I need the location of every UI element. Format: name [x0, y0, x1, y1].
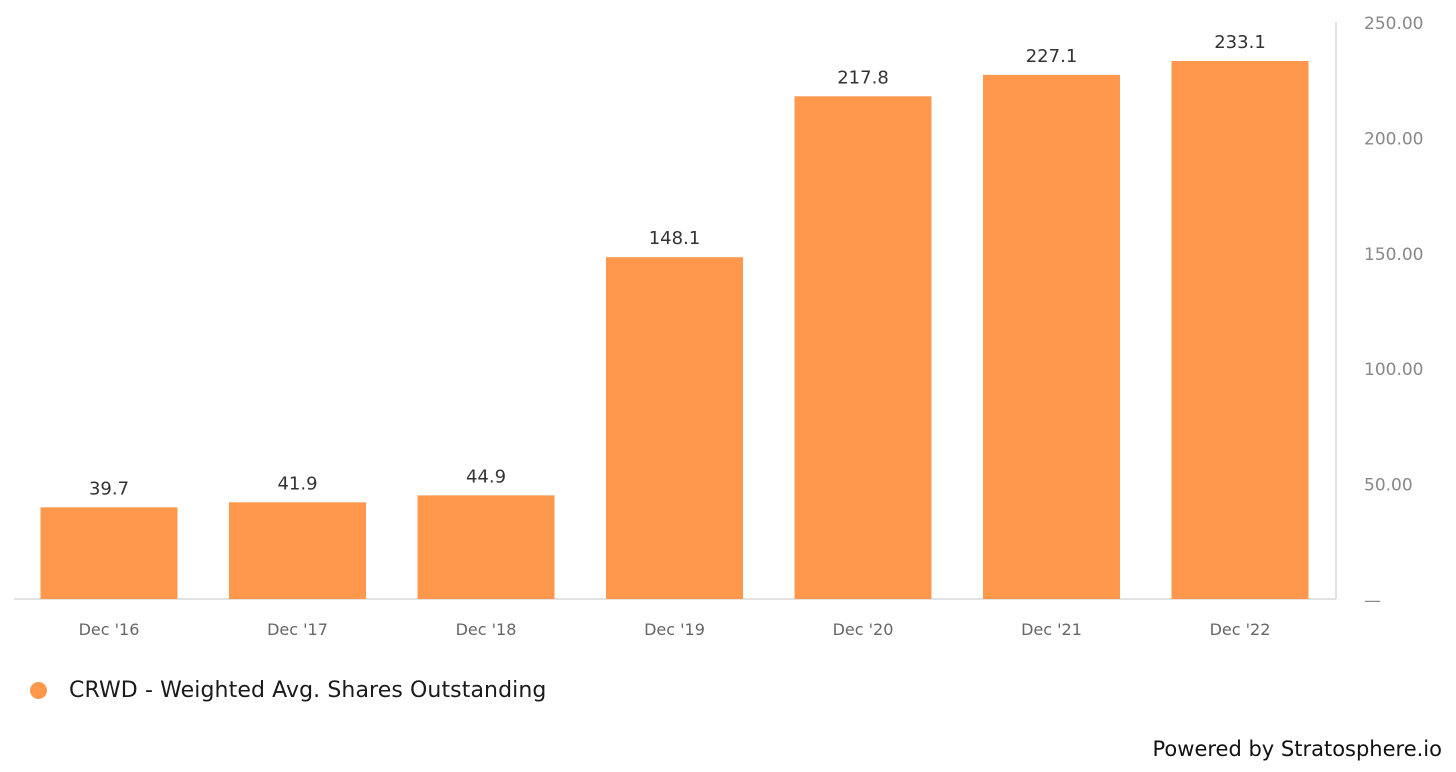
data-label: 148.1 [649, 228, 701, 249]
chart-legend: CRWD - Weighted Avg. Shares Outstanding [30, 678, 546, 703]
data-label: 217.8 [837, 67, 889, 88]
data-label: 41.9 [277, 473, 317, 494]
bar [794, 96, 932, 599]
bar [229, 502, 366, 599]
y-tick-label: 250.00 [1364, 14, 1423, 34]
x-tick-label: Dec '21 [1021, 620, 1082, 639]
data-label: 44.9 [466, 466, 506, 487]
x-tick-label: Dec '22 [1210, 620, 1271, 639]
legend-marker [30, 682, 47, 699]
data-label: 39.7 [89, 478, 129, 499]
y-tick-label: 100.00 [1364, 360, 1423, 380]
bar [417, 495, 555, 599]
x-tick-label: Dec '16 [79, 620, 140, 639]
x-tick-label: Dec '17 [267, 620, 328, 639]
legend-label: CRWD - Weighted Avg. Shares Outstanding [69, 678, 547, 703]
data-label: 233.1 [1214, 32, 1266, 53]
bar [1171, 61, 1309, 600]
y-tick-label: 150.00 [1364, 245, 1423, 265]
bar [40, 507, 178, 599]
y-tick-label: 50.00 [1364, 476, 1413, 496]
bar [983, 74, 1120, 599]
x-tick-label: Dec '18 [456, 620, 517, 639]
data-label: 227.1 [1026, 46, 1078, 67]
powered-by-text: Powered by Stratosphere.io [1152, 737, 1443, 761]
x-tick-label: Dec '20 [833, 620, 894, 639]
bar [606, 257, 743, 599]
x-tick-label: Dec '19 [644, 620, 705, 639]
y-tick-label: — [1364, 591, 1381, 611]
y-tick-label: 200.00 [1364, 129, 1423, 149]
